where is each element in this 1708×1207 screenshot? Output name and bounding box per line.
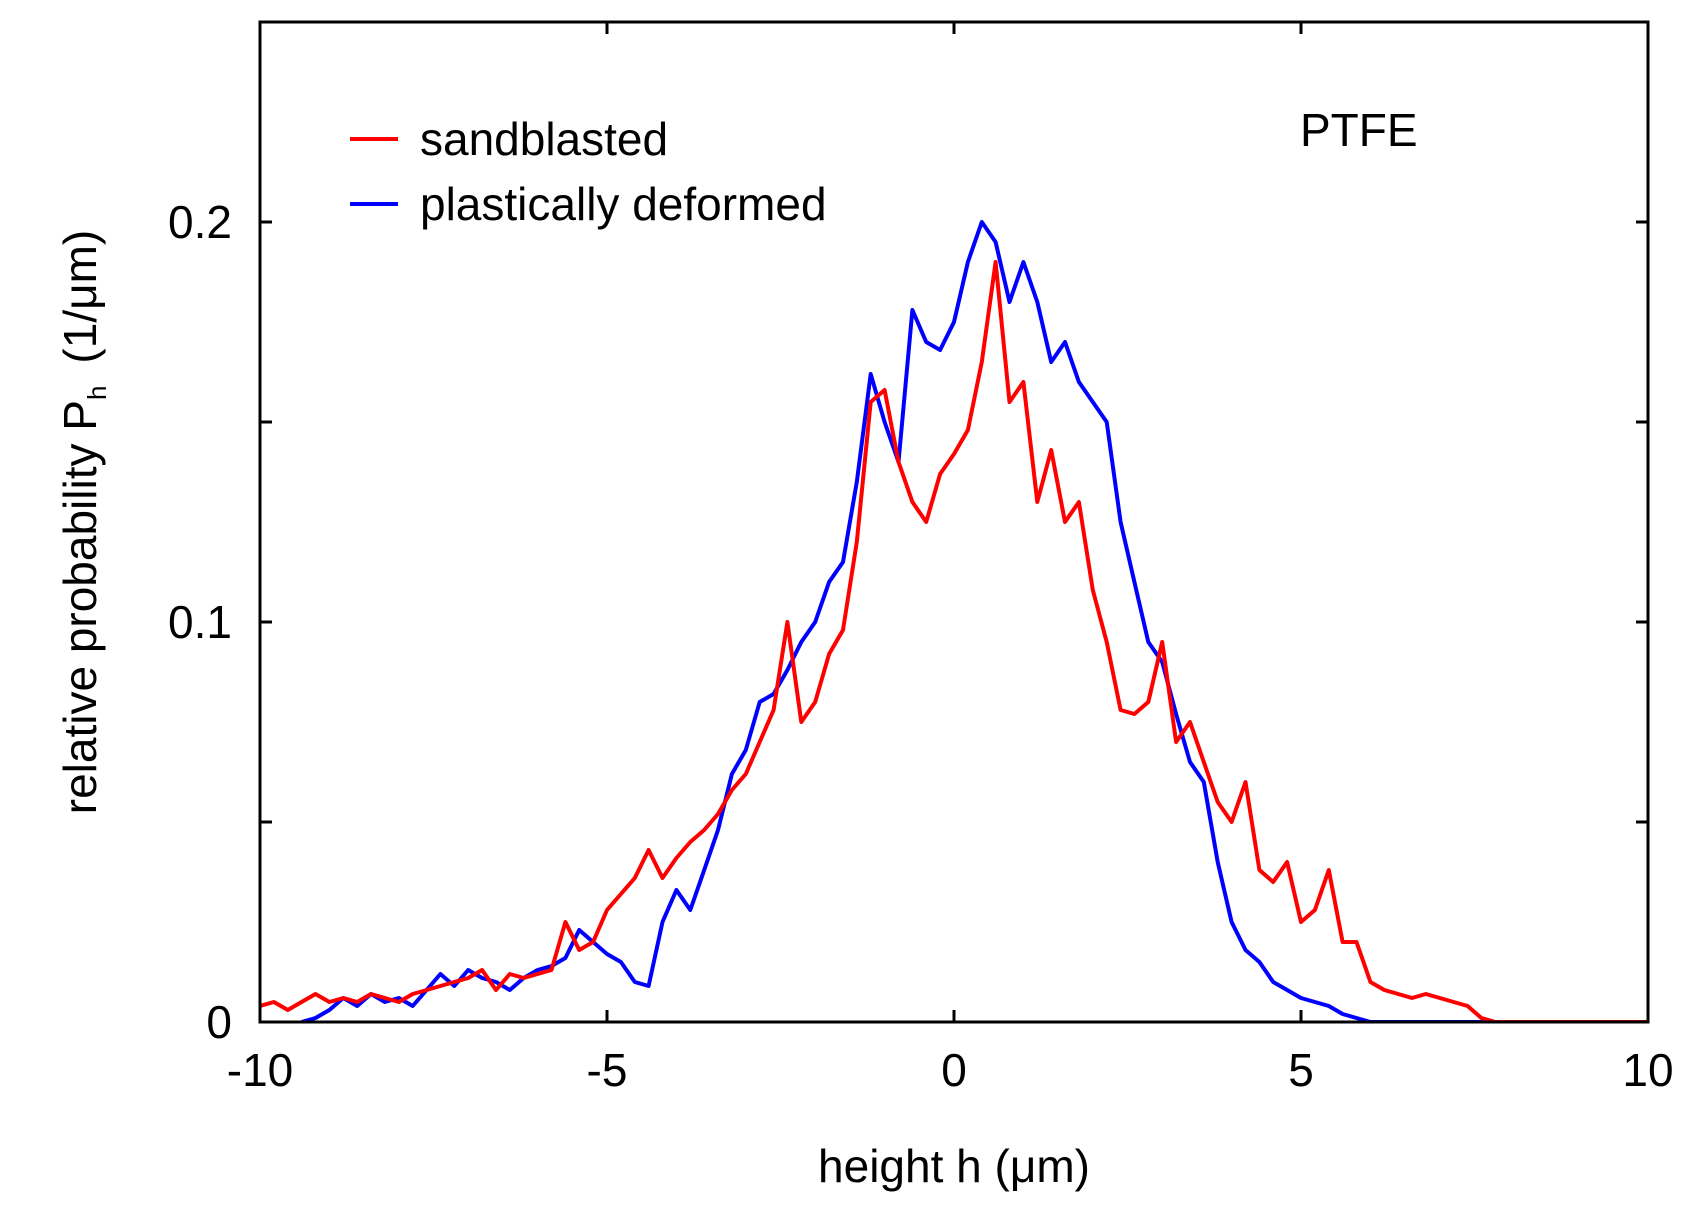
y-tick-label: 0.2 <box>168 196 232 248</box>
series-layer <box>260 220 1648 1022</box>
series-line-plastically-deformed <box>301 220 1648 1022</box>
legend-label-sandblasted: sandblasted <box>420 113 668 165</box>
plot-frame <box>258 20 1650 1024</box>
y-axis-title-main: relative probability P <box>54 400 106 814</box>
y-tick-label: 0 <box>206 996 232 1048</box>
material-annotation: PTFE <box>1300 104 1418 156</box>
ticks-layer <box>258 20 1650 1024</box>
x-tick-label: 5 <box>1288 1044 1314 1096</box>
y-axis-title: relative probability Ph (1/μm) <box>54 230 112 815</box>
x-tick-label: 0 <box>941 1044 967 1096</box>
legend: sandblasted plastically deformed <box>350 113 827 230</box>
y-axis-title-subscript: h <box>82 386 112 400</box>
series-line-sandblasted <box>260 260 1648 1022</box>
x-tick-label: 10 <box>1622 1044 1673 1096</box>
x-tick-label: -5 <box>587 1044 628 1096</box>
legend-label-plastically-deformed: plastically deformed <box>420 178 827 230</box>
x-tick-label: -10 <box>227 1044 293 1096</box>
tick-labels-layer: -10 -5 0 5 10 0 0.1 0.2 <box>168 196 1674 1096</box>
y-axis-title-unit: (1/μm) <box>54 230 106 364</box>
y-tick-label: 0.1 <box>168 596 232 648</box>
x-axis-title: height h (μm) <box>818 1140 1090 1192</box>
